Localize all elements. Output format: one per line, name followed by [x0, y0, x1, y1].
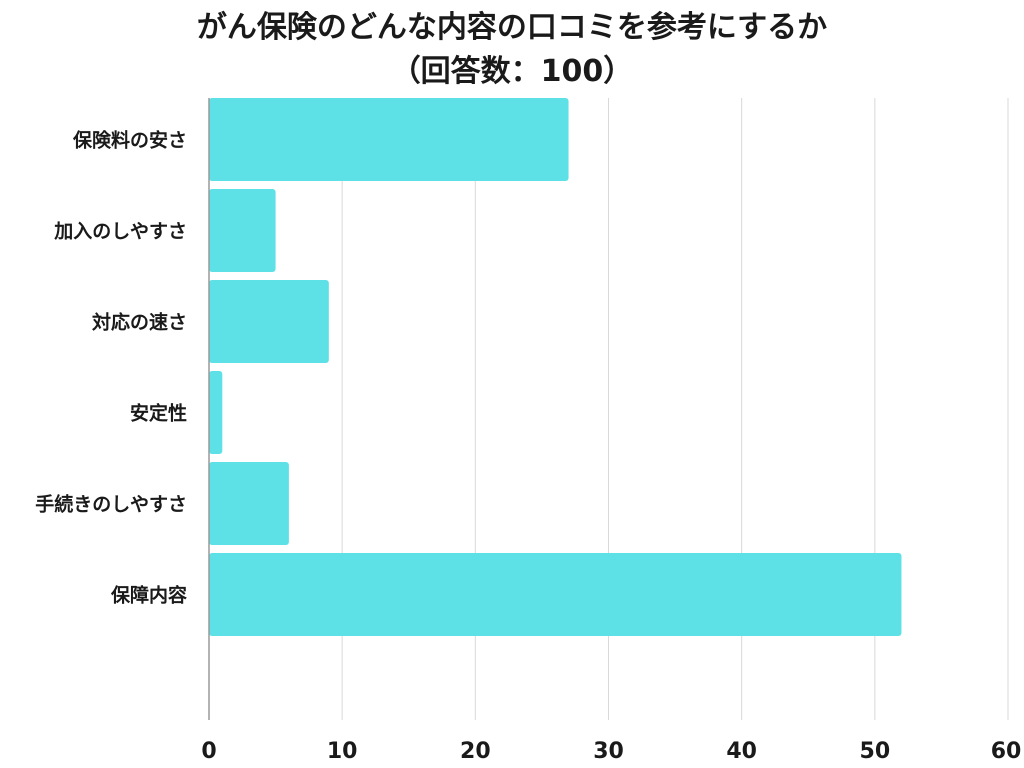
chart-title: がん保険のどんな内容の口コミを参考にするか （回答数：100）: [0, 6, 1024, 94]
chart-subtitle: （回答数：100）: [390, 54, 634, 89]
bar-1: [209, 98, 569, 181]
x-tick-label-60: 60: [991, 739, 1022, 764]
bar-5: [209, 462, 289, 545]
category-label-2: 加入のしやすさ: [53, 221, 187, 243]
x-tick-label-20: 20: [460, 739, 491, 764]
x-tick-label-40: 40: [726, 739, 757, 764]
x-tick-label-0: 0: [201, 739, 216, 764]
bar-4: [209, 371, 223, 454]
bar-3: [209, 280, 329, 363]
category-label-1: 保険料の安さ: [72, 129, 187, 152]
category-label-6: 保障内容: [110, 584, 187, 607]
category-label-4: 安定性: [130, 402, 187, 425]
bar-2: [209, 189, 276, 272]
x-tick-labels: 0 10 20 30 40 50 60: [201, 739, 1021, 764]
bars: [209, 98, 902, 636]
x-tick-label-30: 30: [593, 739, 624, 764]
category-label-3: 対応の速さ: [91, 311, 187, 334]
category-label-5: 手続きのしやすさ: [35, 493, 187, 516]
bar-6: [209, 553, 902, 636]
x-tick-label-50: 50: [860, 739, 891, 764]
x-tick-label-10: 10: [327, 739, 358, 764]
chart-title-main: がん保険のどんな内容の口コミを参考にするか: [196, 10, 828, 45]
